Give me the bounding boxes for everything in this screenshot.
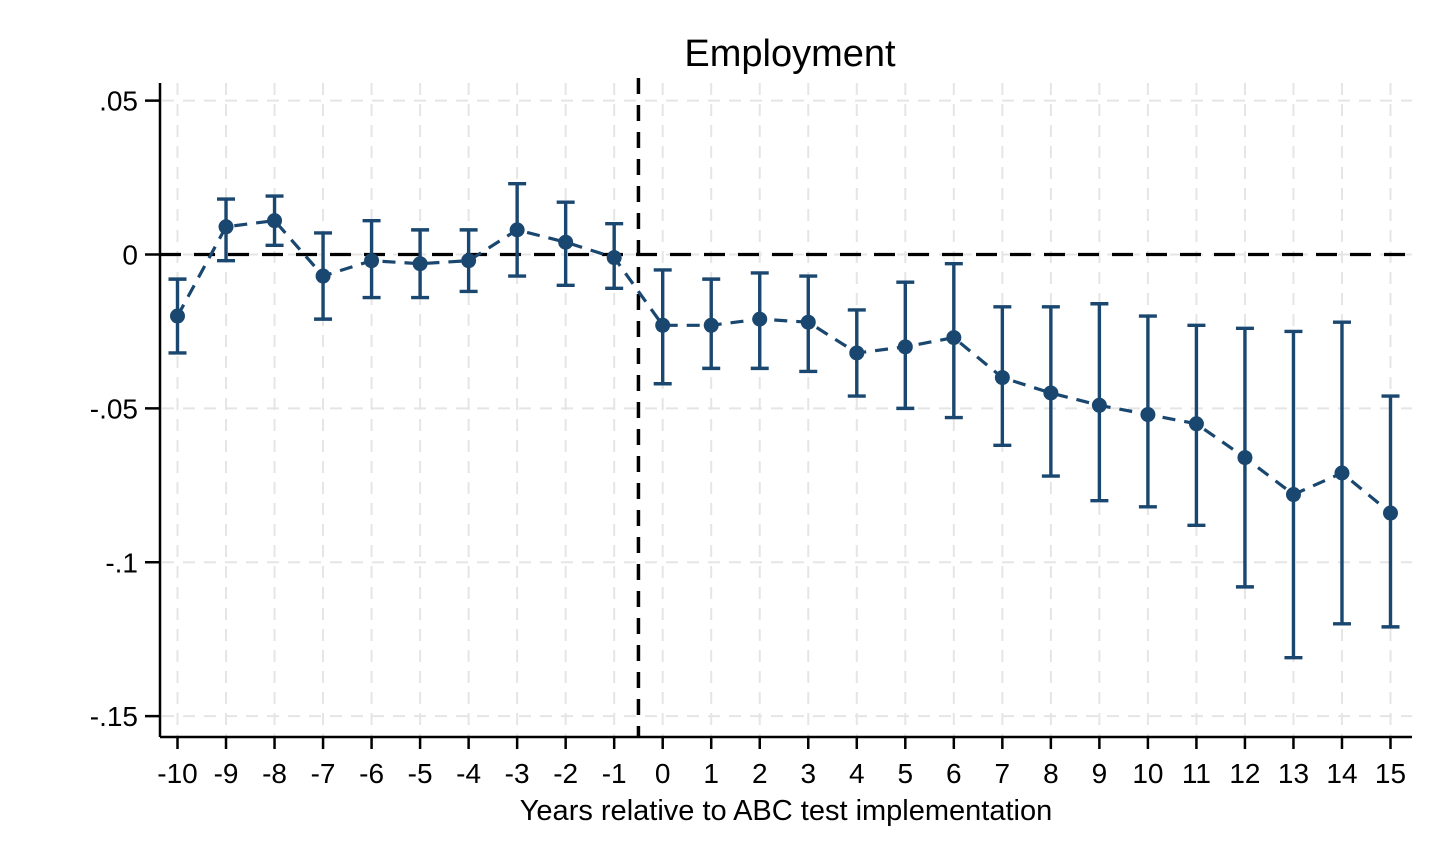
x-tick-label: -4: [456, 758, 481, 789]
data-point-marker: [412, 256, 428, 272]
x-tick-label: -1: [602, 758, 627, 789]
data-point-marker: [461, 253, 477, 269]
data-point-marker: [1043, 385, 1059, 401]
coefficient-series: [168, 182, 1400, 660]
x-tick-label: 9: [1092, 758, 1108, 789]
data-point-marker: [1334, 465, 1350, 481]
x-tick-label: -3: [505, 758, 530, 789]
x-tick-label: -7: [311, 758, 336, 789]
x-tick-label: 10: [1132, 758, 1163, 789]
data-point-marker: [1140, 407, 1156, 423]
x-tick-label: -2: [553, 758, 578, 789]
data-point-marker: [606, 250, 622, 266]
x-tick-label: 14: [1326, 758, 1357, 789]
x-tick-label: 3: [800, 758, 816, 789]
data-point-marker: [364, 253, 380, 269]
y-tick-label: -.15: [90, 701, 138, 732]
data-point-marker: [1091, 397, 1107, 413]
chart-title: Employment: [684, 33, 896, 75]
data-point-marker: [994, 370, 1010, 386]
y-tick-label: -.1: [105, 547, 138, 578]
data-point-marker: [170, 308, 185, 324]
y-tick-label: .05: [99, 86, 138, 117]
x-tick-label: 15: [1375, 758, 1406, 789]
data-point-marker: [752, 311, 768, 327]
data-point-marker: [1188, 416, 1204, 432]
data-point-marker: [267, 213, 283, 229]
x-tick-label: -9: [214, 758, 239, 789]
x-tick-label: -6: [359, 758, 384, 789]
x-tick-label: 7: [995, 758, 1011, 789]
data-point-marker: [800, 314, 816, 330]
x-tick-label: 1: [703, 758, 719, 789]
x-tick-label: 0: [655, 758, 671, 789]
x-tick-label: 13: [1278, 758, 1309, 789]
y-tick-label: -.05: [90, 393, 138, 424]
data-point-marker: [1383, 505, 1398, 521]
data-point-marker: [558, 234, 574, 250]
x-tick-label: 11: [1182, 758, 1211, 789]
data-point-marker: [703, 317, 719, 333]
x-tick-label: 2: [752, 758, 768, 789]
data-point-marker: [1237, 450, 1253, 466]
x-tick-label: -8: [262, 758, 287, 789]
data-point-marker: [509, 222, 525, 238]
x-tick-label: 4: [849, 758, 865, 789]
data-point-marker: [315, 268, 331, 284]
series-connector-line: [176, 218, 1392, 515]
y-tick-label: 0: [122, 240, 138, 271]
gridlines: [162, 83, 1412, 737]
data-point-marker: [897, 339, 913, 355]
x-tick-label: 6: [946, 758, 962, 789]
x-tick-label: -10: [157, 758, 197, 789]
x-axis-label: Years relative to ABC test implementatio…: [520, 795, 1052, 827]
axes: .050-.05-.1-.15-10 -9 -8 -7 -6 -5 -4 -3 -2 -1 0 1 2 3…: [90, 83, 1412, 789]
data-point-marker: [849, 345, 865, 361]
reference-lines: [160, 78, 1412, 737]
x-tick-label: 12: [1229, 758, 1260, 789]
data-point-marker: [655, 317, 671, 333]
data-point-marker: [946, 330, 962, 346]
x-tick-label: 8: [1043, 758, 1059, 789]
data-point-marker: [1285, 487, 1301, 503]
data-point-marker: [218, 219, 234, 235]
x-tick-label: 5: [898, 758, 914, 789]
x-tick-label: -5: [408, 758, 433, 789]
